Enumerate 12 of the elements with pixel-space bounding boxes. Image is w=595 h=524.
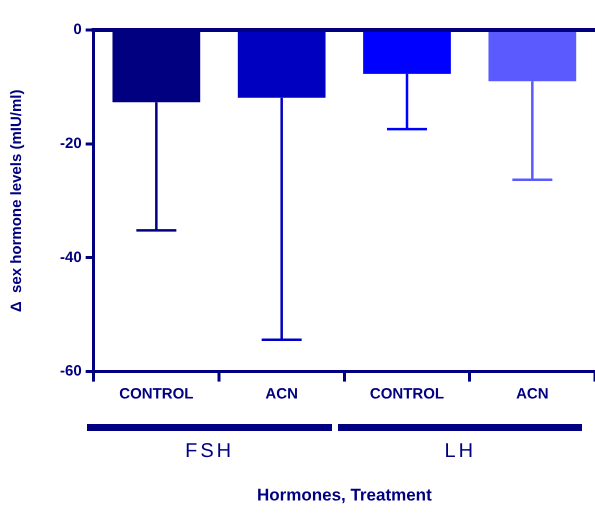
text: LH — [444, 440, 476, 462]
x-axis-title: Hormones, Treatment — [256, 485, 432, 504]
y-tick-label: 0 — [73, 21, 82, 38]
y-tick-label: -60 — [60, 362, 82, 380]
text: FSH — [185, 440, 234, 462]
y-tick-label: -20 — [60, 135, 82, 152]
y-axis-title: Δ sex hormone levels (mIU/ml) — [8, 90, 26, 312]
x-tick-label: ACN — [516, 386, 549, 403]
x-tick-label: ACN — [265, 386, 298, 403]
x-tick-label: CONTROL — [119, 386, 194, 403]
y-tick-label: -40 — [60, 248, 82, 266]
x-tick-label: CONTROL — [370, 386, 444, 403]
